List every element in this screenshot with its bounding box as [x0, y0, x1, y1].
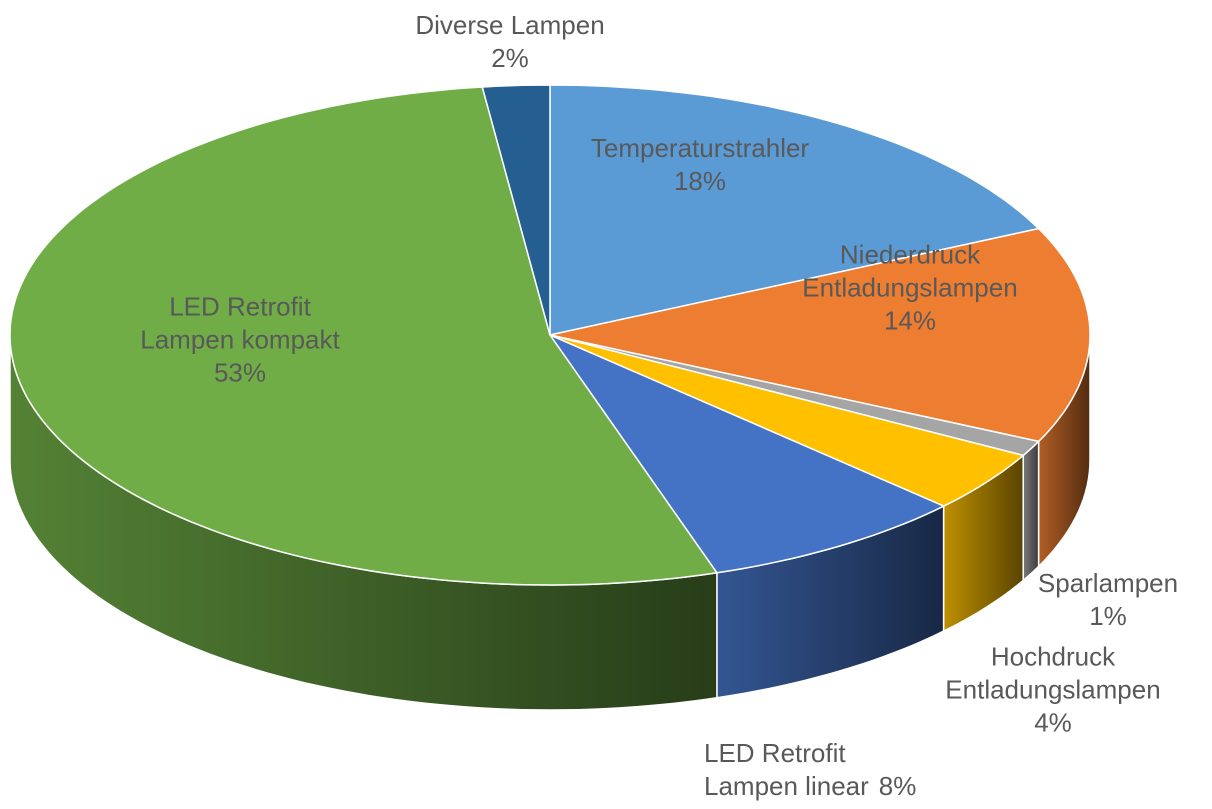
slice	[549, 334, 1025, 507]
data-label: LED Retrofit Lampen linear 8%	[704, 737, 936, 803]
data-label: Temperaturstrahler 18%	[550, 132, 850, 198]
data-label: Niederdruck Entladungslampen 14%	[770, 239, 1050, 338]
value-label: 2%	[491, 43, 529, 73]
category-label: Diverse Lampen	[415, 10, 605, 40]
value-label: 53%	[213, 357, 267, 388]
value-label: 14%	[883, 305, 937, 336]
slice-side	[1022, 439, 1040, 583]
category-label: LED Retrofit Lampen linear	[704, 738, 869, 801]
slice	[481, 84, 551, 336]
category-label: Sparlampen	[1037, 568, 1179, 598]
category-label: Niederdruck Entladungslampen	[802, 239, 1018, 303]
category-label: LED Retrofit Lampen kompakt	[140, 291, 340, 355]
slice	[9, 86, 719, 586]
data-label: LED Retrofit Lampen kompakt 53%	[130, 291, 350, 390]
value-label: 18%	[673, 166, 727, 196]
slice	[547, 333, 946, 574]
slice	[549, 227, 1091, 443]
slice	[549, 84, 1041, 336]
value-label: 1%	[1089, 601, 1127, 631]
data-label: Sparlampen 1%	[1008, 567, 1208, 633]
data-label: Hochdruck Entladungslampen 4%	[908, 641, 1198, 740]
data-label: Diverse Lampen 2%	[360, 9, 660, 75]
value-label: 4%	[1034, 707, 1072, 738]
value-label: 8%	[878, 771, 917, 801]
category-label: Temperaturstrahler	[590, 133, 810, 163]
category-label: Hochdruck Entladungslampen	[945, 641, 1161, 705]
